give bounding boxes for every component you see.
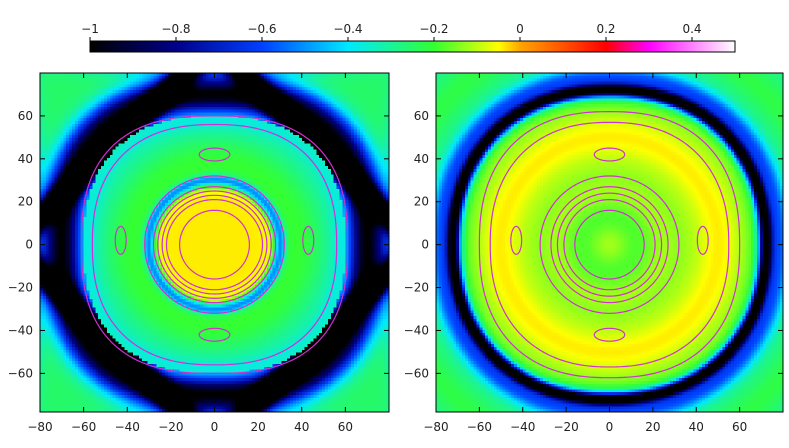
contour-line: [489, 121, 730, 368]
contour-line: [152, 186, 277, 304]
contour-line: [550, 186, 669, 304]
y-tick-label: −60: [8, 366, 33, 380]
y-tick-label: 60: [18, 109, 33, 123]
x-tick-label: 20: [250, 420, 265, 434]
colorbar-tick-label: −1: [81, 22, 99, 36]
x-tick-label: 60: [732, 420, 747, 434]
x-tick-label: 20: [645, 420, 660, 434]
contour-line: [161, 194, 268, 295]
x-tick-label: 60: [338, 420, 353, 434]
contour-line: [302, 225, 315, 255]
x-tick-label: −20: [553, 420, 578, 434]
colorbar-tick-label: 0.2: [596, 22, 615, 36]
contour-line: [91, 123, 338, 366]
x-tick-label: 0: [606, 420, 614, 434]
colorbar-tick-label: −0.6: [247, 22, 276, 36]
x-tick-label: 40: [689, 420, 704, 434]
y-tick-label: −40: [8, 323, 33, 337]
contour-line: [593, 327, 626, 342]
left-panel: −80 −60 −40 −20 0 20 40 60 60 40 20 0 −20 −40 −60: [8, 72, 390, 434]
y-tick-label: 20: [18, 195, 33, 209]
x-tick-label: −20: [158, 420, 183, 434]
colorbar-tick-label: 0.4: [682, 22, 701, 36]
contour-line: [165, 198, 264, 291]
contour-line: [574, 209, 645, 280]
contour-line: [198, 327, 231, 342]
x-tick-label: −80: [27, 420, 52, 434]
contour-line: [539, 175, 680, 314]
x-tick-label: −60: [71, 420, 96, 434]
contour-line: [198, 147, 231, 162]
heatmap-image: [436, 73, 783, 412]
colorbar-tick-label: −0.4: [333, 22, 362, 36]
y-tick-label: 0: [421, 238, 429, 252]
contour-line: [157, 190, 272, 299]
y-tick-label: −40: [404, 323, 429, 337]
contour-line: [144, 175, 285, 314]
contour-line: [563, 198, 656, 291]
contour-lines: [80, 115, 349, 374]
contour-line: [80, 115, 349, 374]
colorbar: −1 −0.8 −0.6 −0.4 −0.2 0 0.2 0.4: [81, 22, 736, 53]
y-tick-label: 0: [25, 238, 33, 252]
y-tick-label: −60: [404, 366, 429, 380]
contour-line: [593, 147, 626, 162]
contour-line: [178, 209, 251, 280]
colorbar-tick-label: 0: [516, 22, 524, 36]
y-tick-label: 40: [18, 152, 33, 166]
y-tick-label: 40: [414, 152, 429, 166]
contour-line: [478, 111, 741, 379]
contour-line: [114, 225, 127, 255]
y-tick-label: −20: [8, 281, 33, 295]
right-panel: −80 −60 −40 −20 0 20 40 60 60 40 20 0 −20 −40 −60: [404, 72, 784, 434]
x-tick-label: −40: [510, 420, 535, 434]
colorbar-tick-label: −0.8: [161, 22, 190, 36]
x-tick-label: −40: [115, 420, 140, 434]
contour-line: [696, 225, 709, 255]
colorbar-tick-label: −0.2: [419, 22, 448, 36]
x-tick-label: 40: [294, 420, 309, 434]
heatmap-image: [40, 73, 389, 412]
y-tick-label: 60: [414, 109, 429, 123]
y-tick-label: 20: [414, 195, 429, 209]
colorbar-gradient: [89, 40, 736, 53]
x-tick-label: 0: [211, 420, 219, 434]
x-tick-label: −60: [467, 420, 492, 434]
contour-line: [510, 225, 523, 255]
contour-line: [556, 192, 663, 297]
x-tick-label: −80: [423, 420, 448, 434]
contour-lines: [478, 111, 741, 379]
y-tick-label: −20: [404, 281, 429, 295]
